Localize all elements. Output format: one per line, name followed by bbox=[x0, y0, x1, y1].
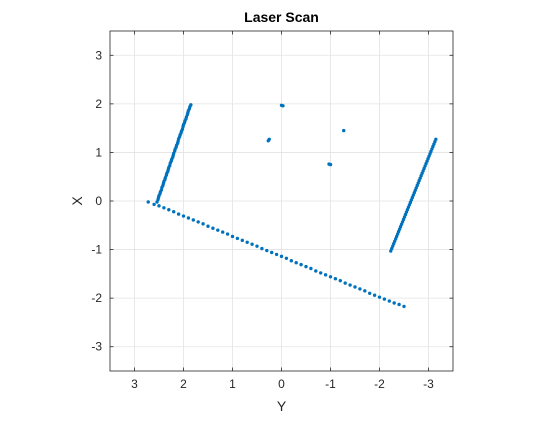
scan-point bbox=[397, 302, 401, 307]
scan-point bbox=[382, 297, 387, 301]
y-tick-label: -1 bbox=[91, 243, 102, 257]
scan-point bbox=[289, 259, 293, 263]
scan-point bbox=[255, 244, 259, 248]
x-tick-label: 1 bbox=[229, 377, 236, 391]
scan-point bbox=[392, 301, 396, 305]
scan-point bbox=[265, 248, 269, 253]
x-tick-label: 0 bbox=[278, 377, 285, 391]
chart-title: Laser Scan bbox=[244, 9, 319, 25]
scan-point bbox=[230, 234, 235, 239]
scan-point bbox=[368, 291, 372, 295]
scan-point bbox=[206, 224, 210, 228]
scan-point bbox=[172, 209, 176, 214]
scan-point bbox=[176, 212, 181, 216]
scan-point bbox=[314, 269, 318, 273]
scan-point bbox=[146, 200, 150, 204]
x-tick-label: -3 bbox=[423, 377, 434, 391]
scan-point bbox=[358, 287, 362, 291]
scan-point bbox=[196, 220, 200, 224]
scan-point bbox=[304, 264, 308, 269]
scan-point bbox=[267, 137, 271, 142]
scan-point bbox=[294, 260, 298, 265]
scan-point bbox=[167, 208, 171, 212]
scan-point bbox=[245, 240, 249, 244]
scan-point bbox=[279, 254, 284, 259]
scan-point bbox=[216, 228, 220, 232]
scan-point bbox=[225, 232, 230, 236]
scan-point bbox=[377, 295, 382, 299]
scan-point bbox=[333, 277, 338, 281]
scan-point bbox=[155, 200, 159, 204]
x-tick-label: 3 bbox=[131, 377, 138, 391]
y-tick-label: 0 bbox=[95, 194, 102, 208]
scan-point bbox=[162, 206, 166, 210]
scan-point bbox=[363, 289, 367, 293]
scan-point bbox=[181, 214, 186, 218]
scan-point bbox=[157, 204, 161, 208]
scan-point bbox=[235, 236, 240, 241]
scan-point bbox=[319, 271, 323, 275]
scan-point bbox=[284, 256, 289, 261]
ticks: 3 2 1 0 -1 -2 -3 3 2 1 0 -1 -2 -3 bbox=[91, 31, 453, 391]
y-tick-label: -2 bbox=[91, 291, 102, 305]
scan-point bbox=[152, 202, 156, 207]
scan-point bbox=[342, 128, 346, 133]
scan-point bbox=[201, 222, 205, 226]
scan-point bbox=[281, 104, 285, 108]
scan-point bbox=[338, 278, 342, 283]
scan-point bbox=[343, 281, 347, 285]
scan-point bbox=[191, 218, 195, 222]
scan-point bbox=[402, 304, 406, 309]
y-tick-label: 2 bbox=[95, 97, 102, 111]
scan-point bbox=[250, 242, 254, 246]
x-axis-label: Y bbox=[277, 398, 287, 414]
scan-point bbox=[348, 283, 352, 287]
scan-points bbox=[146, 103, 438, 309]
scan-point bbox=[270, 250, 274, 255]
scan-point bbox=[274, 252, 279, 257]
scan-point bbox=[260, 246, 264, 251]
scan-point bbox=[328, 162, 333, 167]
y-tick-label: 3 bbox=[95, 48, 102, 62]
scan-point bbox=[221, 230, 225, 234]
scan-point bbox=[240, 238, 244, 243]
grid bbox=[110, 31, 453, 371]
x-tick-label: 2 bbox=[180, 377, 187, 391]
scan-point bbox=[186, 216, 191, 220]
scan-point bbox=[299, 262, 303, 267]
x-tick-label: -1 bbox=[325, 377, 336, 391]
scan-point bbox=[309, 266, 313, 271]
scan-point bbox=[328, 275, 333, 279]
x-tick-label: -2 bbox=[374, 377, 385, 391]
scan-point bbox=[387, 299, 391, 303]
scan-point bbox=[372, 293, 377, 297]
scan-point bbox=[353, 285, 357, 289]
y-tick-label: -3 bbox=[91, 340, 102, 354]
scan-point bbox=[211, 226, 215, 230]
y-tick-label: 1 bbox=[95, 145, 102, 159]
scan-point bbox=[389, 249, 393, 253]
scan-point bbox=[323, 273, 328, 277]
y-axis-label: X bbox=[69, 196, 85, 206]
